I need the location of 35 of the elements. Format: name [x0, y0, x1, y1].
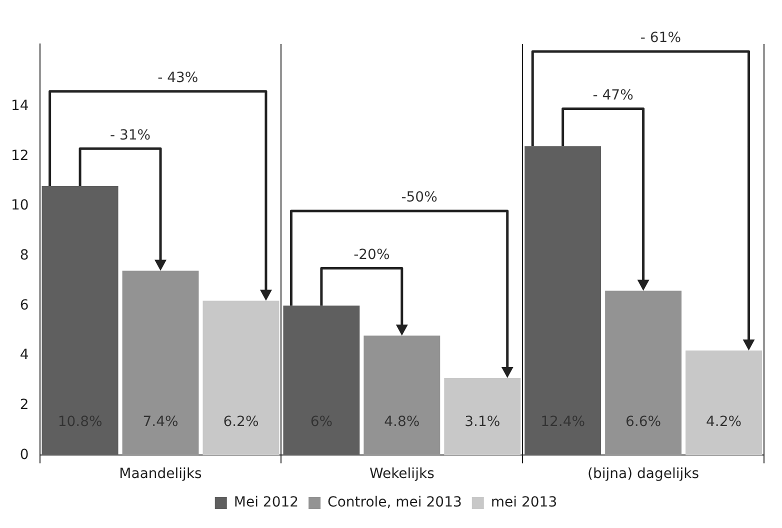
y-tick-label: 2 — [20, 397, 29, 413]
bar — [686, 350, 762, 456]
bar — [283, 306, 360, 456]
x-tick-label: (bijna) dagelijks — [588, 466, 700, 482]
y-tick-label: 6 — [20, 297, 29, 314]
annotation: - 43% — [158, 70, 198, 86]
x-tick-label: Maandelijks — [119, 466, 202, 482]
text: 4.2% — [706, 414, 742, 430]
legend-label: Controle, mei 2013 — [328, 494, 462, 511]
y-tick-label: 0 — [20, 446, 29, 463]
text: 4.8% — [384, 414, 420, 430]
bar — [364, 336, 440, 456]
bar — [605, 290, 682, 456]
y-tick-label: 8 — [20, 247, 29, 264]
text: 6.2% — [223, 414, 259, 430]
y-tick-label: 12 — [10, 148, 29, 164]
legend-label: mei 2013 — [490, 494, 558, 511]
bar — [202, 300, 280, 456]
y-tick-label: 10 — [10, 198, 29, 214]
annotation: - 61% — [640, 30, 682, 46]
y-tick-label: 4 — [20, 347, 29, 364]
bar — [122, 270, 199, 456]
legend-label: Mei 2012 — [234, 494, 299, 511]
annotation: - 47% — [592, 87, 634, 104]
text: 6.6% — [626, 414, 662, 430]
annotation: -50% — [401, 190, 438, 206]
bar — [42, 186, 118, 456]
annotation: -20% — [354, 246, 390, 263]
text: 7.4% — [142, 414, 178, 430]
bar — [524, 146, 602, 456]
text: 3.1% — [464, 414, 500, 430]
bar — [444, 378, 521, 456]
x-tick-label: Wekelijks — [369, 466, 434, 482]
y-tick-label: 14 — [10, 98, 29, 114]
annotation: - 31% — [110, 127, 151, 144]
